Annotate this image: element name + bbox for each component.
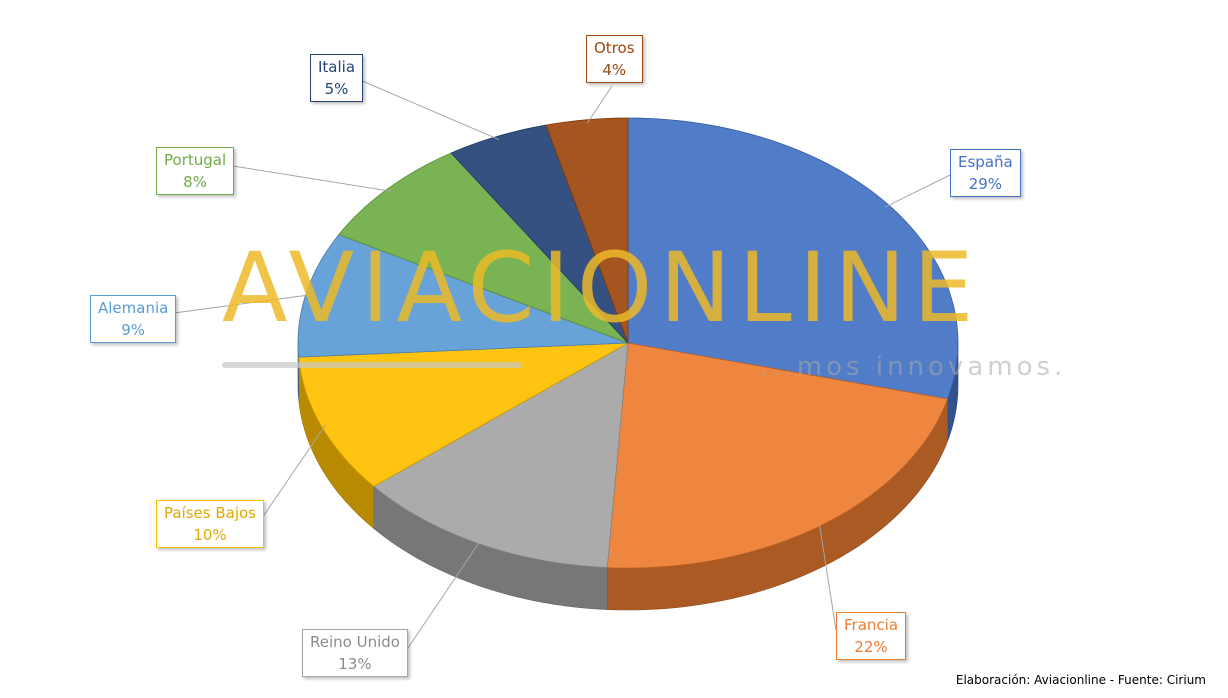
leader-line-2: [407, 540, 481, 649]
slice-label-value: 13%: [338, 655, 372, 673]
slice-label-3: Países Bajos 10%: [156, 500, 264, 548]
leader-line-4: [173, 294, 311, 314]
slice-label-name: Italia: [318, 58, 356, 76]
pie-slice-6: [450, 124, 629, 344]
leader-line-0: [884, 174, 951, 208]
watermark-bar: [222, 362, 522, 368]
slice-label-name: España: [958, 153, 1013, 171]
slice-label-value: 22%: [854, 638, 888, 656]
pie-slice-7: [545, 117, 629, 344]
pie-slice-3: [298, 342, 629, 487]
slice-label-name: Otros: [594, 39, 635, 57]
slice-label-7: Otros 4%: [586, 35, 643, 83]
pie-slice-5: [338, 152, 629, 344]
leader-line-3: [261, 424, 327, 519]
slice-label-name: Alemania: [98, 299, 169, 317]
slice-label-5: Portugal 8%: [156, 147, 235, 195]
pie-slices: [297, 117, 959, 569]
slice-label-value: 5%: [324, 80, 349, 98]
leader-lines: [173, 79, 951, 649]
slice-label-name: Reino Unido: [310, 633, 400, 651]
watermark-tagline: ...mos innovamos.: [760, 352, 1067, 382]
slice-label-name: Países Bajos: [164, 504, 256, 522]
slice-label-value: 8%: [183, 173, 207, 191]
slice-label-2: Reino Unido 13%: [302, 629, 408, 677]
watermark-logo: AVIACIONLINE: [222, 232, 981, 344]
slice-label-0: España 29%: [950, 149, 1021, 197]
pie-slice-4: [297, 234, 629, 358]
slice-label-value: 4%: [602, 61, 627, 79]
slice-label-4: Alemania 9%: [90, 295, 177, 343]
leader-line-1: [818, 522, 837, 631]
slice-label-1: Francia 22%: [836, 612, 907, 660]
leader-line-7: [586, 85, 613, 124]
leader-line-5: [232, 165, 392, 192]
slice-label-name: Francia: [844, 616, 899, 634]
pie-slice-1: [606, 342, 949, 569]
slice-label-6: Italia 5%: [310, 54, 364, 102]
slice-label-value: 29%: [968, 175, 1003, 193]
slice-label-value: 9%: [121, 321, 146, 339]
slice-label-value: 10%: [193, 526, 227, 544]
slice-label-name: Portugal: [164, 151, 227, 169]
leader-line-6: [359, 79, 500, 141]
source-note: Elaboración: Aviacionline - Fuente: Ciri…: [955, 673, 1206, 687]
